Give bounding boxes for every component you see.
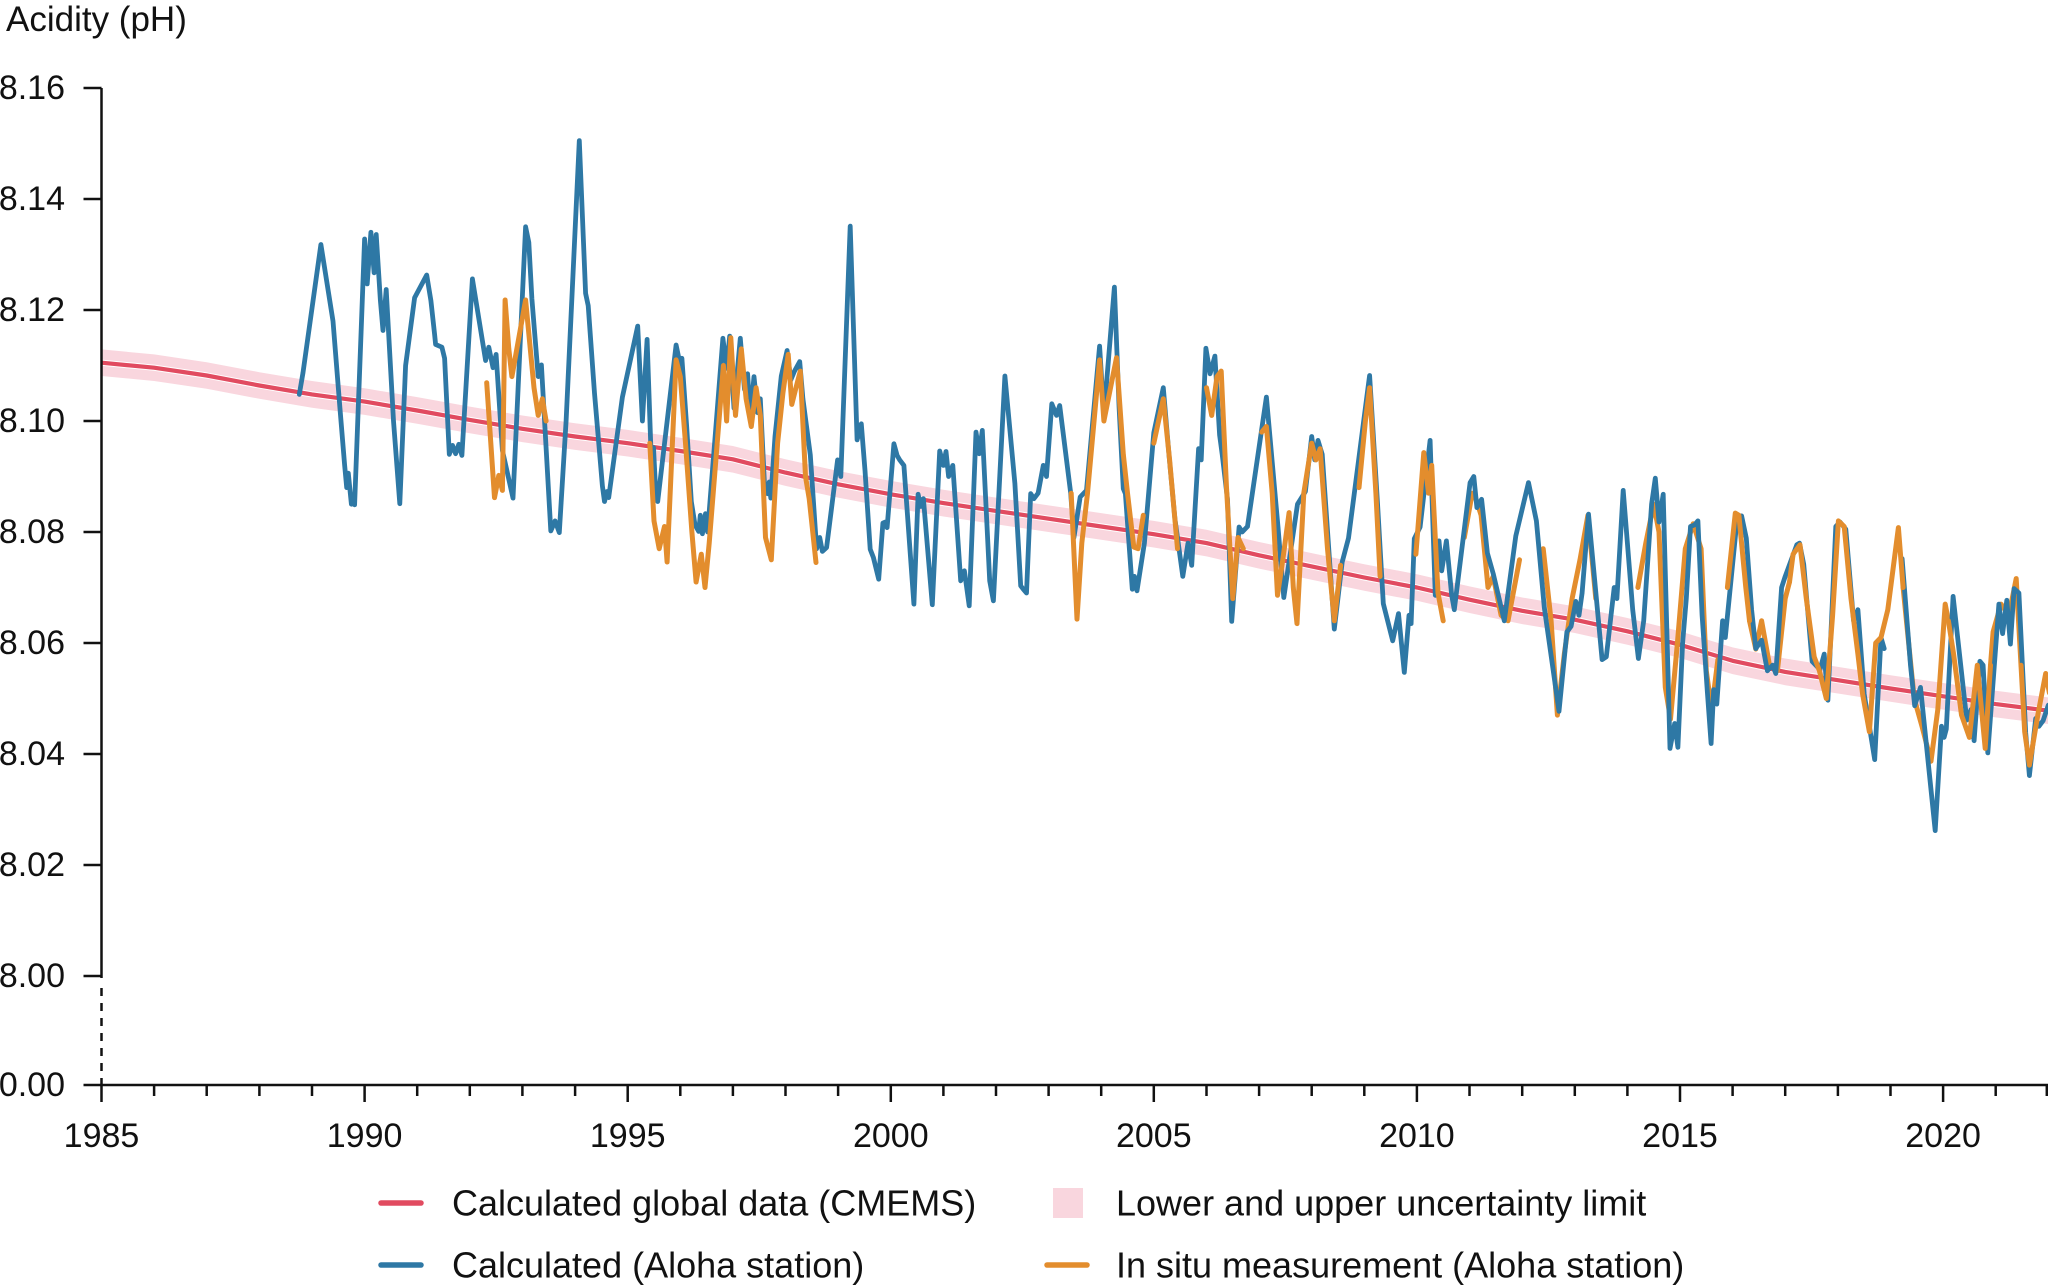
svg-text:Lower and upper uncertainty li: Lower and upper uncertainty limit bbox=[1116, 1183, 1646, 1224]
svg-text:2000: 2000 bbox=[853, 1117, 929, 1155]
svg-text:8.14: 8.14 bbox=[0, 180, 65, 218]
svg-text:1995: 1995 bbox=[590, 1117, 666, 1155]
svg-text:0.00: 0.00 bbox=[0, 1066, 65, 1104]
svg-text:2005: 2005 bbox=[1116, 1117, 1192, 1155]
svg-text:8.04: 8.04 bbox=[0, 735, 65, 773]
svg-text:2010: 2010 bbox=[1379, 1117, 1455, 1155]
svg-text:8.00: 8.00 bbox=[0, 957, 65, 995]
svg-text:1985: 1985 bbox=[64, 1117, 140, 1155]
svg-text:2020: 2020 bbox=[1905, 1117, 1981, 1155]
svg-text:8.06: 8.06 bbox=[0, 624, 65, 662]
svg-text:1990: 1990 bbox=[327, 1117, 403, 1155]
svg-text:In situ measurement (Aloha sta: In situ measurement (Aloha station) bbox=[1116, 1245, 1684, 1285]
svg-text:8.02: 8.02 bbox=[0, 846, 65, 884]
svg-text:8.08: 8.08 bbox=[0, 513, 65, 551]
svg-text:Calculated (Aloha station): Calculated (Aloha station) bbox=[452, 1245, 864, 1285]
svg-text:8.10: 8.10 bbox=[0, 402, 65, 440]
svg-text:8.16: 8.16 bbox=[0, 69, 65, 107]
svg-text:8.12: 8.12 bbox=[0, 291, 65, 329]
svg-text:2015: 2015 bbox=[1642, 1117, 1718, 1155]
svg-text:Acidity (pH): Acidity (pH) bbox=[6, 0, 187, 39]
svg-text:Calculated global data (CMEMS): Calculated global data (CMEMS) bbox=[452, 1183, 976, 1224]
